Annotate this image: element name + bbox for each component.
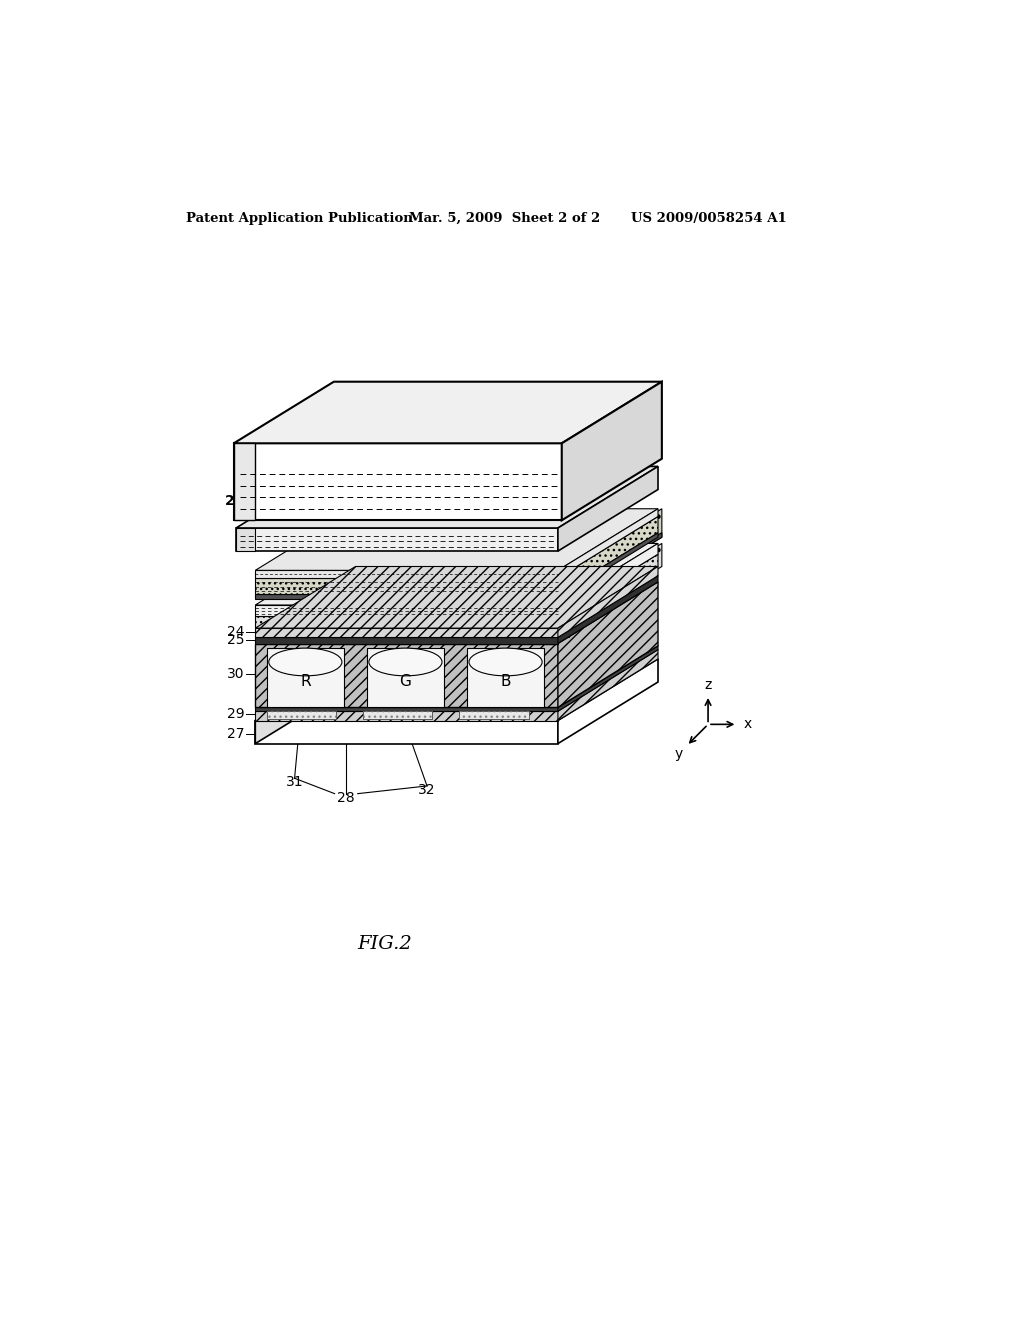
Polygon shape: [255, 708, 558, 711]
Polygon shape: [237, 466, 658, 528]
Polygon shape: [562, 628, 569, 638]
Text: 21: 21: [593, 483, 610, 496]
Polygon shape: [562, 381, 662, 520]
Polygon shape: [558, 576, 658, 644]
Polygon shape: [562, 533, 662, 599]
Ellipse shape: [268, 648, 342, 676]
Polygon shape: [558, 554, 658, 628]
Text: 34: 34: [553, 642, 570, 655]
Text: R: R: [300, 673, 310, 689]
Polygon shape: [558, 466, 658, 552]
Polygon shape: [255, 582, 658, 644]
Text: 33: 33: [508, 702, 525, 715]
Text: 31: 31: [286, 775, 303, 789]
Polygon shape: [558, 645, 658, 711]
Polygon shape: [255, 594, 558, 599]
Polygon shape: [255, 578, 558, 594]
Text: 231: 231: [599, 585, 622, 598]
Polygon shape: [255, 566, 658, 628]
Polygon shape: [558, 659, 658, 743]
Polygon shape: [233, 381, 662, 444]
Polygon shape: [558, 649, 658, 721]
Text: 10: 10: [450, 405, 471, 420]
Text: }: }: [615, 574, 628, 594]
Text: 20: 20: [225, 494, 245, 508]
Text: Patent Application Publication: Patent Application Publication: [186, 213, 413, 224]
Text: x: x: [743, 717, 752, 731]
Polygon shape: [255, 570, 558, 578]
Text: 32: 32: [418, 783, 436, 797]
Text: }: }: [615, 611, 628, 631]
Polygon shape: [467, 648, 544, 706]
Polygon shape: [558, 533, 658, 599]
Text: 221: 221: [599, 623, 622, 636]
Polygon shape: [255, 533, 658, 594]
Polygon shape: [460, 711, 528, 719]
Polygon shape: [255, 645, 658, 708]
Polygon shape: [558, 516, 658, 594]
Text: 220: 220: [599, 606, 622, 619]
Polygon shape: [255, 576, 658, 638]
Ellipse shape: [469, 648, 542, 676]
Text: 25: 25: [227, 634, 245, 647]
Polygon shape: [562, 599, 569, 605]
Text: US 2009/0058254 A1: US 2009/0058254 A1: [631, 213, 786, 224]
Text: 22: 22: [624, 615, 639, 628]
Polygon shape: [255, 649, 658, 711]
Polygon shape: [558, 508, 658, 578]
Polygon shape: [558, 544, 658, 615]
Polygon shape: [562, 508, 662, 599]
Polygon shape: [237, 528, 558, 552]
Text: Mar. 5, 2009  Sheet 2 of 2: Mar. 5, 2009 Sheet 2 of 2: [410, 213, 600, 224]
Polygon shape: [233, 444, 255, 520]
Text: z: z: [705, 678, 712, 692]
Text: 29: 29: [227, 708, 245, 721]
Polygon shape: [237, 528, 255, 552]
Polygon shape: [255, 554, 658, 615]
Text: G: G: [399, 673, 412, 689]
Polygon shape: [367, 648, 444, 706]
Text: 24: 24: [227, 624, 245, 639]
Polygon shape: [255, 615, 558, 628]
Polygon shape: [255, 659, 658, 721]
Polygon shape: [255, 508, 658, 570]
Text: 30: 30: [227, 668, 245, 681]
Polygon shape: [255, 659, 355, 743]
Polygon shape: [364, 711, 432, 719]
Polygon shape: [255, 644, 558, 708]
Polygon shape: [255, 516, 658, 578]
Text: FIG.2: FIG.2: [357, 935, 412, 953]
Text: B: B: [501, 673, 511, 689]
Text: 23: 23: [624, 578, 639, 591]
Polygon shape: [255, 721, 558, 743]
Ellipse shape: [369, 648, 442, 676]
Polygon shape: [255, 628, 558, 638]
Polygon shape: [562, 544, 662, 628]
Polygon shape: [233, 444, 562, 520]
Polygon shape: [558, 566, 658, 638]
Polygon shape: [255, 711, 558, 721]
Polygon shape: [255, 605, 558, 615]
Text: 230: 230: [599, 570, 621, 583]
Polygon shape: [558, 582, 658, 708]
Polygon shape: [267, 711, 336, 719]
Polygon shape: [267, 648, 344, 706]
Text: 26: 26: [550, 727, 568, 742]
Polygon shape: [255, 638, 558, 644]
Text: 28: 28: [337, 791, 355, 804]
Text: 27: 27: [227, 727, 245, 742]
Polygon shape: [255, 544, 658, 605]
Text: y: y: [675, 747, 683, 760]
